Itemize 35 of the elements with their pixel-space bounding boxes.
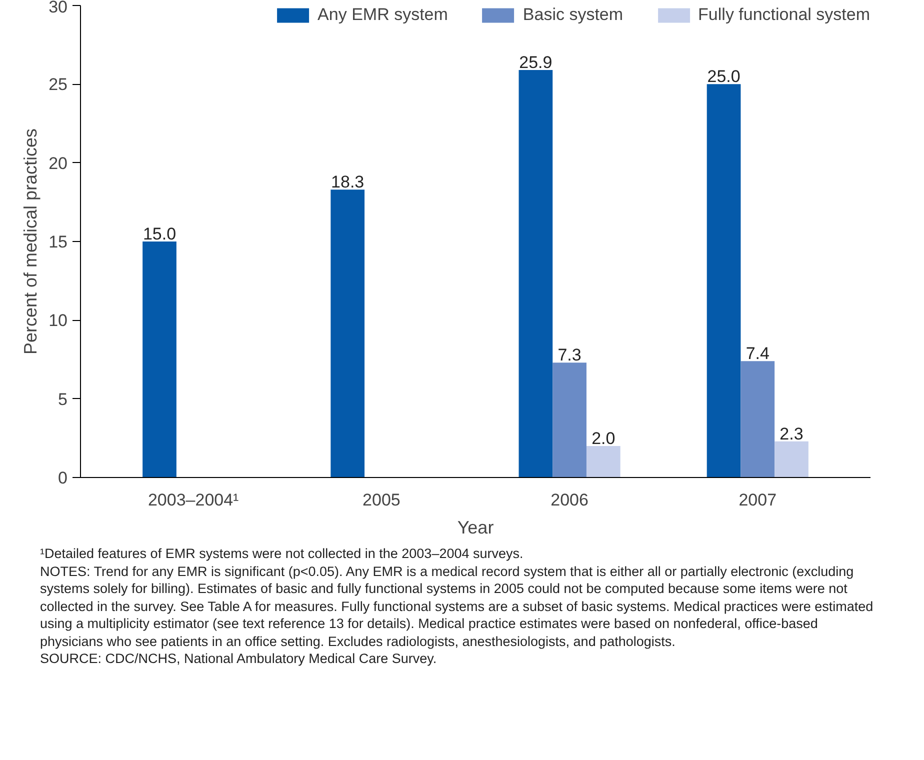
y-tick-label: 10: [48, 311, 68, 330]
y-tick-label: 25: [48, 75, 68, 94]
bar: [774, 441, 808, 478]
bar: [740, 361, 775, 478]
y-tick-label: 5: [58, 390, 68, 409]
data-label: 15.0: [142, 224, 176, 244]
y-tick-label: 15: [48, 232, 68, 252]
x-axis-title: Year: [457, 518, 494, 538]
y-axis-title: Percent of medical practices: [20, 128, 41, 355]
x-tick-label: 2006: [550, 490, 588, 510]
legend-label: Fully functional system: [698, 5, 870, 25]
data-label: 7.4: [746, 344, 770, 364]
legend-label: Any EMR system: [318, 5, 448, 25]
x-tick-label: 2005: [362, 490, 400, 510]
bar: [706, 84, 741, 478]
text: ¹Detailed features of EMR systems were not collected in the 2003–2004 surveys.: [40, 545, 524, 563]
data-label: 2.0: [592, 429, 616, 448]
source-note: SOURCE: CDC/NCHS, National Ambulatory Medical Care Survey.: [40, 650, 438, 668]
data-label: 25.0: [707, 67, 740, 86]
data-label: 7.3: [558, 346, 582, 365]
bar: [586, 446, 620, 478]
x-tick-label: 2003–2004¹: [148, 490, 240, 510]
bar: [518, 70, 553, 478]
legend-label: Basic system: [522, 5, 624, 25]
text: NOTES: Trend for any EMR is significant (p<0.05). Any EMR is a medical record system that is either all or partially electronic (excluding systems solely for billing). Estimates of basic and fully functional systems in 2005 could not be computed because some items were not collected in the survey. See Table A for measures. Fully functional systems are a subset of basic systems. Medical practices were estimated using a multiplicity estimator (see text reference 13 for details). Medical practice estimates were based on nonfederal, office-based physicians who see patients in an office setting. Excludes radiologists, anesthesiologists, and pathologists.: [40, 562, 874, 650]
bar: [142, 242, 176, 478]
data-label: 25.9: [519, 53, 552, 72]
bar: [330, 190, 365, 478]
x-tick-label: 2007: [738, 490, 777, 510]
y-tick-label: 30: [48, 0, 68, 16]
data-label: 2.3: [780, 424, 804, 444]
y-tick-label: 0: [58, 468, 68, 488]
data-label: 18.3: [331, 172, 364, 192]
y-tick-label: 20: [48, 154, 68, 173]
bar: [552, 362, 586, 478]
